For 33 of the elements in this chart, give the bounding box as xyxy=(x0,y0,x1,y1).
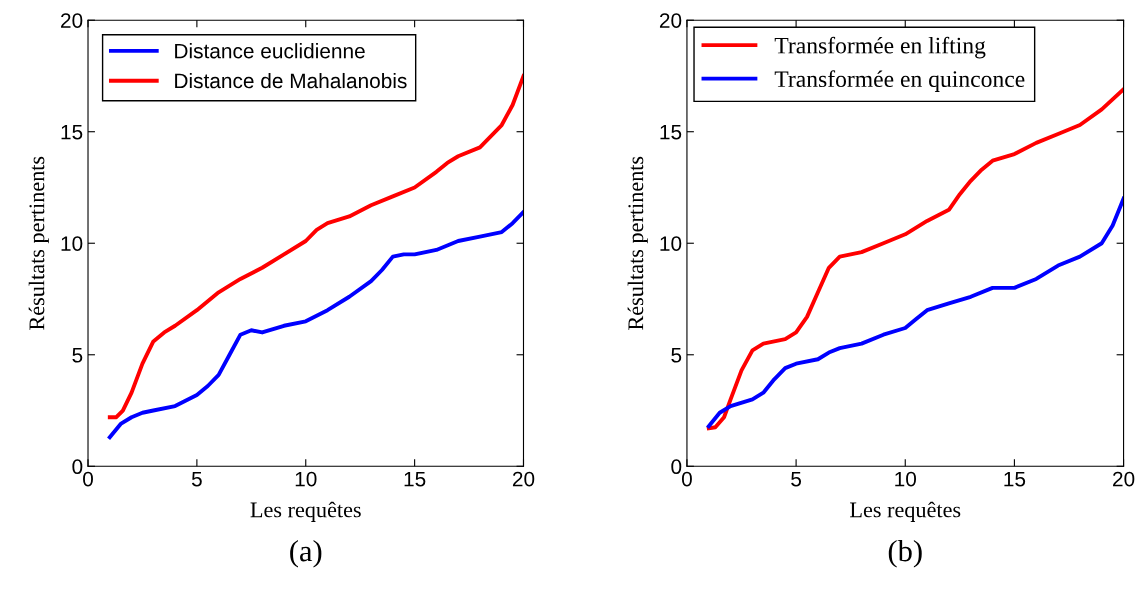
y-tick-label: 0 xyxy=(671,459,682,475)
x-axis-title: Les requêtes xyxy=(850,501,961,522)
x-tick-label: 0 xyxy=(681,471,692,487)
x-tick-label: 0 xyxy=(83,471,93,487)
x-tick-label: 5 xyxy=(791,471,802,487)
y-tick-label: 15 xyxy=(61,124,83,140)
x-tick-label: 15 xyxy=(1004,471,1026,487)
y-tick-label: 10 xyxy=(660,236,682,251)
y-axis-title: Résultats pertinents xyxy=(627,156,648,330)
y-tick-label: 20 xyxy=(659,13,682,28)
legend-label: Distance euclidienne xyxy=(175,43,365,59)
x-axis-title: Les requêtes xyxy=(250,501,361,522)
x-tick-label: 15 xyxy=(404,471,426,487)
legend-label: Transformée en quinconce xyxy=(774,70,1025,92)
legend-label: Distance de Mahalanobis xyxy=(175,72,407,89)
text: (b) xyxy=(888,539,922,568)
y-tick-label: 5 xyxy=(671,347,682,363)
x-tick-label: 10 xyxy=(895,471,917,487)
y-axis-title: Résultats pertinents xyxy=(28,156,49,330)
y-tick-label: 10 xyxy=(61,236,83,251)
x-tick-label: 20 xyxy=(512,471,535,487)
y-tick-label: 15 xyxy=(660,124,682,140)
x-tick-label: 5 xyxy=(191,471,202,487)
legend-label: Transformée en lifting xyxy=(774,36,986,59)
y-tick-label: 20 xyxy=(61,13,83,28)
x-tick-label: 10 xyxy=(295,471,317,487)
text: (a) xyxy=(290,539,322,568)
y-tick-label: 0 xyxy=(72,459,83,475)
line-series xyxy=(107,210,524,440)
y-tick-label: 5 xyxy=(72,347,83,363)
line-series xyxy=(107,74,524,420)
x-tick-label: 20 xyxy=(1113,471,1135,487)
line-series xyxy=(706,196,1124,429)
